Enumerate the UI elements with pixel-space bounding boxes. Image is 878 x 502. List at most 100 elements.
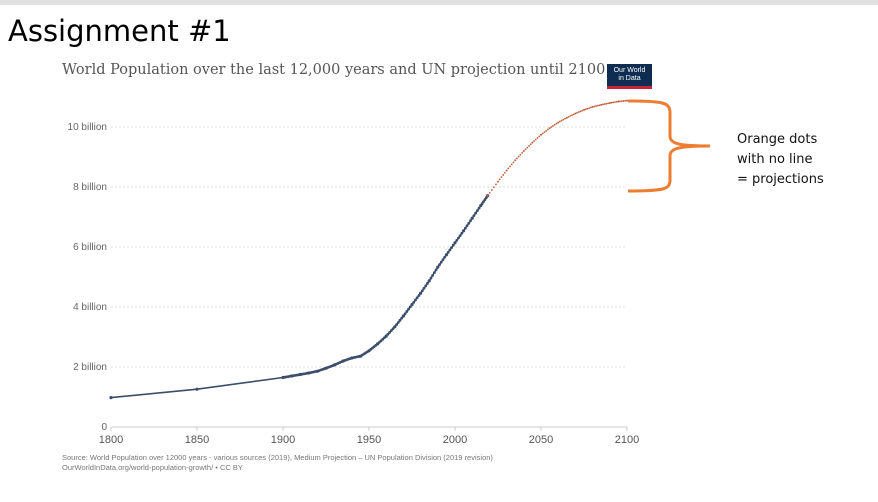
historical-marker <box>383 336 386 340</box>
historical-marker <box>438 263 441 267</box>
historical-marker <box>455 239 459 242</box>
historical-marker <box>480 202 484 206</box>
historical-marker <box>429 276 433 280</box>
historical-marker <box>396 321 400 324</box>
projection-dot <box>492 186 495 189</box>
historical-marker <box>431 273 435 277</box>
historical-point[interactable] <box>427 279 431 283</box>
historical-point[interactable] <box>410 303 414 307</box>
historical-marker <box>389 329 393 332</box>
historical-marker <box>441 258 445 262</box>
historical-marker <box>405 310 409 313</box>
projection-dot <box>553 123 556 126</box>
projection-point[interactable] <box>591 105 594 108</box>
projection-point[interactable] <box>600 103 603 106</box>
projection-dot <box>593 105 596 108</box>
historical-point[interactable] <box>393 325 397 329</box>
historical-marker <box>448 248 452 252</box>
projection-point[interactable] <box>540 133 542 136</box>
annotation-line-1: Orange dots <box>737 132 818 147</box>
gridlines <box>111 126 627 368</box>
x-tick-label: 2050 <box>529 434 553 446</box>
projection-point[interactable] <box>565 116 568 119</box>
projection-dot <box>615 100 618 103</box>
projection-dot <box>488 191 491 194</box>
projection-point[interactable] <box>522 150 525 152</box>
projection-point[interactable] <box>557 121 560 124</box>
projection-dot <box>519 153 522 156</box>
historical-point[interactable] <box>462 229 466 233</box>
historical-marker <box>314 370 318 373</box>
y-tick-label: 4 billion <box>73 302 107 313</box>
projection-dot <box>567 115 570 118</box>
source-line-2[interactable]: OurWorldInData.org/world-population-grow… <box>62 463 243 472</box>
historical-marker <box>460 231 464 235</box>
projection-dot <box>577 111 580 113</box>
projection-point[interactable] <box>617 100 620 103</box>
projection-point[interactable] <box>531 141 534 144</box>
projection-dot <box>586 107 589 110</box>
projection-point[interactable] <box>505 169 508 172</box>
projection-dot <box>596 104 599 107</box>
projection-dot <box>589 106 592 109</box>
projection-point[interactable] <box>574 112 577 115</box>
historical-point[interactable] <box>444 253 448 257</box>
historical-marker <box>374 343 378 347</box>
projection-dot <box>502 174 505 176</box>
historical-point[interactable] <box>470 216 474 220</box>
projection-point[interactable] <box>626 99 628 102</box>
projection-dot <box>498 178 501 181</box>
owid-logo[interactable]: Our World in Data <box>607 64 652 89</box>
projection-point[interactable] <box>548 127 551 130</box>
projection-dot <box>524 148 527 151</box>
historical-point[interactable] <box>419 291 423 295</box>
x-tick-label: 1950 <box>357 434 381 446</box>
projection-dot <box>564 117 566 120</box>
projection-point[interactable] <box>514 159 517 162</box>
projection-dot <box>500 176 503 179</box>
y-tick-label: 2 billion <box>73 362 107 373</box>
projection-point[interactable] <box>608 102 611 104</box>
historical-marker <box>451 243 455 247</box>
historical-marker <box>443 255 447 259</box>
projection-dot <box>572 113 575 116</box>
projection-dot <box>550 126 553 128</box>
historical-marker <box>297 373 300 377</box>
projection-dot <box>595 105 597 107</box>
historical-marker <box>469 219 472 223</box>
projection-dot <box>516 157 518 160</box>
projection-point[interactable] <box>583 108 585 111</box>
historical-marker <box>408 305 412 309</box>
projection-point[interactable] <box>486 194 489 197</box>
projection-brace <box>627 99 711 193</box>
projection-dot <box>602 103 604 106</box>
projection-dot <box>495 183 497 186</box>
historical-marker <box>432 271 436 275</box>
projection-dot <box>588 107 591 109</box>
projection-dot <box>619 100 622 103</box>
x-tick-label: 2000 <box>443 434 467 446</box>
projection-point[interactable] <box>497 180 499 183</box>
historical-marker <box>474 211 478 215</box>
historical-point[interactable] <box>109 396 113 400</box>
historical-marker <box>412 300 416 304</box>
historical-marker <box>484 196 488 200</box>
projection-dot <box>579 110 582 113</box>
historical-marker <box>458 234 462 238</box>
projection-dot <box>536 137 539 139</box>
projection-dot <box>552 125 554 127</box>
historical-point[interactable] <box>453 241 457 245</box>
logo-line-2: in Data <box>618 75 641 82</box>
historical-marker <box>482 200 485 204</box>
historical-marker <box>288 374 292 378</box>
historical-point[interactable] <box>436 265 440 269</box>
historical-marker <box>398 318 402 322</box>
projection-dot <box>571 114 573 117</box>
source-note: Source: World Population over 12000 year… <box>62 453 493 473</box>
projection-dot <box>612 101 615 104</box>
historical-point[interactable] <box>401 314 405 318</box>
historical-point[interactable] <box>195 387 199 391</box>
historical-marker <box>475 209 479 213</box>
historical-marker <box>400 316 404 320</box>
